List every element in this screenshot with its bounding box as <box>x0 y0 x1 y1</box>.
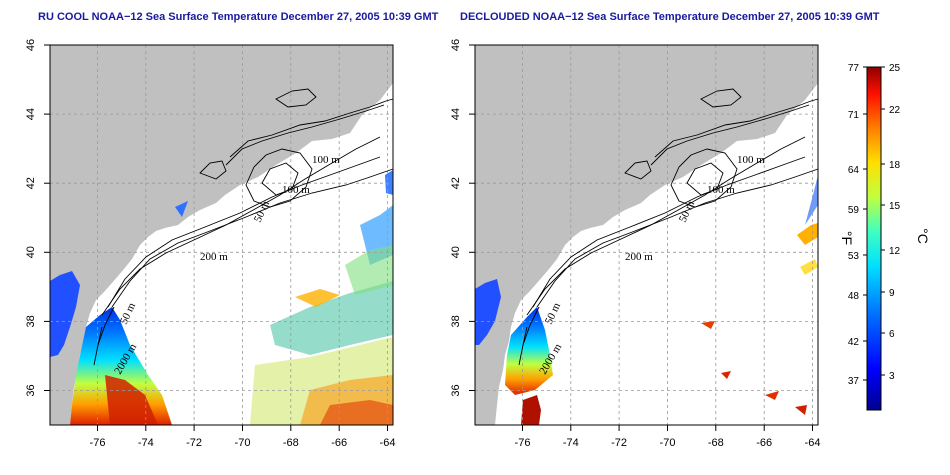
coastal-sst-left <box>70 307 172 425</box>
colorbar-f-tick: 37 <box>848 376 860 387</box>
coastal-sst-right <box>505 307 553 395</box>
colorbar-unit-c: °C <box>915 228 931 244</box>
colorbar-f-tick: 64 <box>848 165 860 176</box>
colorbar-c-tick: 18 <box>889 160 901 171</box>
lat-tick-right: 44 <box>450 108 462 120</box>
map-right-frame <box>474 44 819 426</box>
colorbar-c-tick: 12 <box>889 246 901 257</box>
map-left: 100 m 100 m 50 m 200 m 50 m 2000 m -76 -… <box>25 39 395 449</box>
lon-tick-left: -64 <box>380 437 396 449</box>
sst-noise-left <box>250 170 393 425</box>
colorbar-c-tick: 6 <box>889 329 895 340</box>
lat-tick-right: 40 <box>450 246 462 258</box>
contour-label-100m-b: 100 m <box>282 184 310 196</box>
lat-tick-left: 36 <box>25 384 37 396</box>
colorbar-f-tick: 53 <box>848 251 860 262</box>
contour-label-100m-a-right: 100 m <box>737 154 765 166</box>
lon-tick-left: -74 <box>138 437 154 449</box>
colorbar-f-tick: 59 <box>848 205 860 216</box>
lon-tick-right: -70 <box>660 437 676 449</box>
colorbar-gradient <box>866 66 882 411</box>
lon-tick-right: -74 <box>563 437 579 449</box>
lon-tick-right: -64 <box>805 437 821 449</box>
map-left-frame <box>49 44 394 426</box>
colorbar-c-tick: 9 <box>889 288 895 299</box>
lat-tick-right: 36 <box>450 384 462 396</box>
lat-tick-left: 38 <box>25 315 37 327</box>
lat-tick-left: 44 <box>25 108 37 120</box>
colorbar-f-tick: 48 <box>848 291 860 302</box>
contour-label-200m-right: 200 m <box>625 251 653 263</box>
colorbar-c-tick: 25 <box>889 63 901 74</box>
lat-tick-left: 40 <box>25 246 37 258</box>
lon-tick-left: -70 <box>235 437 251 449</box>
lon-tick-left: -76 <box>90 437 106 449</box>
lon-tick-right: -76 <box>515 437 531 449</box>
colorbar-f-tick: 77 <box>848 63 860 74</box>
lon-tick-right: -68 <box>708 437 724 449</box>
lat-tick-right: 38 <box>450 315 462 327</box>
colorbar-f-tick: 71 <box>848 110 860 121</box>
lon-tick-right: -66 <box>756 437 772 449</box>
colorbar: 77 71 64 59 53 48 42 37 25 22 18 15 12 9… <box>839 63 931 411</box>
lat-tick-left: 46 <box>25 39 37 51</box>
contour-label-200m: 200 m <box>200 251 228 263</box>
title-right: DECLOUDED NOAA−12 Sea Surface Temperatur… <box>460 11 880 23</box>
colorbar-c-tick: 15 <box>889 201 901 212</box>
colorbar-c-tick: 22 <box>889 105 901 116</box>
colorbar-unit-f: °F <box>839 231 855 245</box>
colorbar-f-tick: 42 <box>848 337 860 348</box>
lat-tick-right: 46 <box>450 39 462 51</box>
title-left: RU COOL NOAA−12 Sea Surface Temperature … <box>38 11 439 23</box>
colorbar-c-tick: 3 <box>889 371 895 382</box>
lat-tick-left: 42 <box>25 177 37 189</box>
lon-tick-left: -66 <box>331 437 347 449</box>
lon-tick-left: -72 <box>186 437 202 449</box>
contour-label-100m-b-right: 100 m <box>707 184 735 196</box>
lon-tick-right: -72 <box>611 437 627 449</box>
lat-tick-right: 42 <box>450 177 462 189</box>
lon-tick-left: -68 <box>283 437 299 449</box>
contour-label-100m-a: 100 m <box>312 154 340 166</box>
map-right: 100 m 100 m 50 m 200 m 50 m 2000 m -76 -… <box>450 39 820 449</box>
